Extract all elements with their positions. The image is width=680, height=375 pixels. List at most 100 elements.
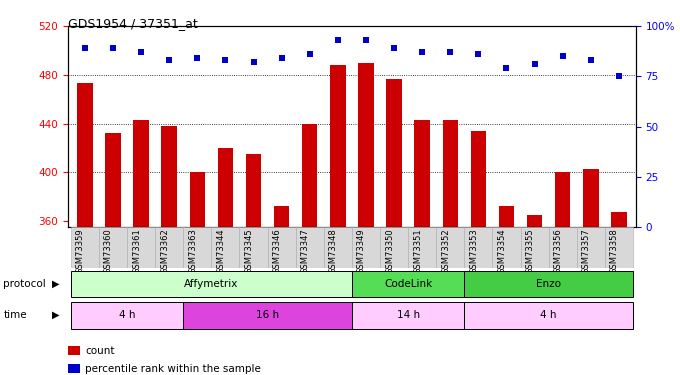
- Bar: [471, 131, 486, 227]
- Text: count: count: [85, 346, 114, 355]
- Bar: [611, 212, 627, 227]
- Text: GSM73358: GSM73358: [610, 228, 619, 274]
- Point: [389, 45, 400, 51]
- Bar: [521, 227, 549, 268]
- Text: GSM73350: GSM73350: [385, 228, 394, 274]
- Text: GSM73349: GSM73349: [357, 228, 366, 274]
- Bar: [386, 78, 402, 227]
- Bar: [274, 206, 290, 227]
- Text: percentile rank within the sample: percentile rank within the sample: [85, 364, 261, 374]
- Text: GSM73359: GSM73359: [76, 228, 85, 274]
- Bar: [352, 272, 464, 297]
- Text: protocol: protocol: [3, 279, 46, 289]
- Point: [558, 53, 568, 59]
- Text: GSM73353: GSM73353: [469, 228, 479, 274]
- Point: [107, 45, 118, 51]
- Bar: [464, 227, 492, 268]
- Bar: [127, 227, 155, 268]
- Text: GSM73355: GSM73355: [526, 228, 534, 274]
- Bar: [577, 227, 605, 268]
- Bar: [245, 154, 261, 227]
- Text: time: time: [3, 310, 27, 320]
- Bar: [498, 206, 514, 227]
- Bar: [358, 63, 374, 227]
- Bar: [492, 227, 521, 268]
- Bar: [437, 227, 464, 268]
- Text: CodeLink: CodeLink: [384, 279, 432, 289]
- Bar: [218, 148, 233, 227]
- Bar: [443, 120, 458, 227]
- Bar: [414, 120, 430, 227]
- Text: 16 h: 16 h: [256, 310, 279, 320]
- Text: GSM73351: GSM73351: [413, 228, 422, 274]
- Text: GSM73348: GSM73348: [329, 228, 338, 274]
- Bar: [77, 83, 92, 227]
- Point: [135, 50, 146, 55]
- Bar: [267, 227, 296, 268]
- Text: GSM73344: GSM73344: [216, 228, 225, 274]
- Text: Affymetrix: Affymetrix: [184, 279, 239, 289]
- Text: GSM73352: GSM73352: [441, 228, 450, 274]
- Point: [445, 50, 456, 55]
- Point: [360, 37, 371, 43]
- Bar: [302, 123, 318, 227]
- Text: GSM73361: GSM73361: [132, 228, 141, 274]
- Point: [501, 65, 512, 71]
- Point: [613, 74, 624, 80]
- Point: [192, 56, 203, 62]
- Point: [333, 37, 343, 43]
- Text: 4 h: 4 h: [541, 310, 557, 320]
- Point: [248, 59, 259, 65]
- Bar: [155, 227, 183, 268]
- Point: [80, 45, 90, 51]
- Bar: [133, 120, 149, 227]
- Bar: [380, 227, 408, 268]
- Bar: [105, 133, 121, 227]
- Text: GSM73346: GSM73346: [273, 228, 282, 274]
- Bar: [183, 227, 211, 268]
- Bar: [583, 168, 598, 227]
- Bar: [71, 272, 352, 297]
- Point: [164, 57, 175, 63]
- Text: GSM73345: GSM73345: [245, 228, 254, 274]
- Text: GDS1954 / 37351_at: GDS1954 / 37351_at: [68, 17, 198, 30]
- Bar: [161, 126, 177, 227]
- Text: GSM73363: GSM73363: [188, 228, 197, 274]
- Text: GSM73347: GSM73347: [301, 228, 309, 274]
- Bar: [211, 227, 239, 268]
- Bar: [605, 227, 633, 268]
- Point: [585, 57, 596, 63]
- Text: GSM73362: GSM73362: [160, 228, 169, 274]
- Bar: [330, 65, 345, 227]
- Text: GSM73360: GSM73360: [104, 228, 113, 274]
- Text: GSM73354: GSM73354: [498, 228, 507, 274]
- Bar: [71, 302, 183, 328]
- Point: [473, 51, 484, 57]
- Point: [276, 56, 287, 62]
- Bar: [464, 302, 633, 328]
- Bar: [464, 272, 633, 297]
- Bar: [555, 172, 571, 227]
- Text: 14 h: 14 h: [396, 310, 420, 320]
- Text: GSM73356: GSM73356: [554, 228, 563, 274]
- Text: ▶: ▶: [52, 310, 60, 320]
- Text: 4 h: 4 h: [119, 310, 135, 320]
- Text: ▶: ▶: [52, 279, 60, 289]
- Bar: [239, 227, 267, 268]
- Bar: [352, 227, 380, 268]
- Bar: [296, 227, 324, 268]
- Bar: [324, 227, 352, 268]
- Bar: [71, 227, 99, 268]
- Point: [417, 50, 428, 55]
- Bar: [99, 227, 127, 268]
- Bar: [183, 302, 352, 328]
- Text: Enzo: Enzo: [536, 279, 561, 289]
- Text: GSM73357: GSM73357: [582, 228, 591, 274]
- Bar: [352, 302, 464, 328]
- Point: [220, 57, 231, 63]
- Bar: [190, 172, 205, 227]
- Point: [529, 62, 540, 68]
- Bar: [408, 227, 437, 268]
- Point: [304, 51, 315, 57]
- Bar: [527, 215, 543, 227]
